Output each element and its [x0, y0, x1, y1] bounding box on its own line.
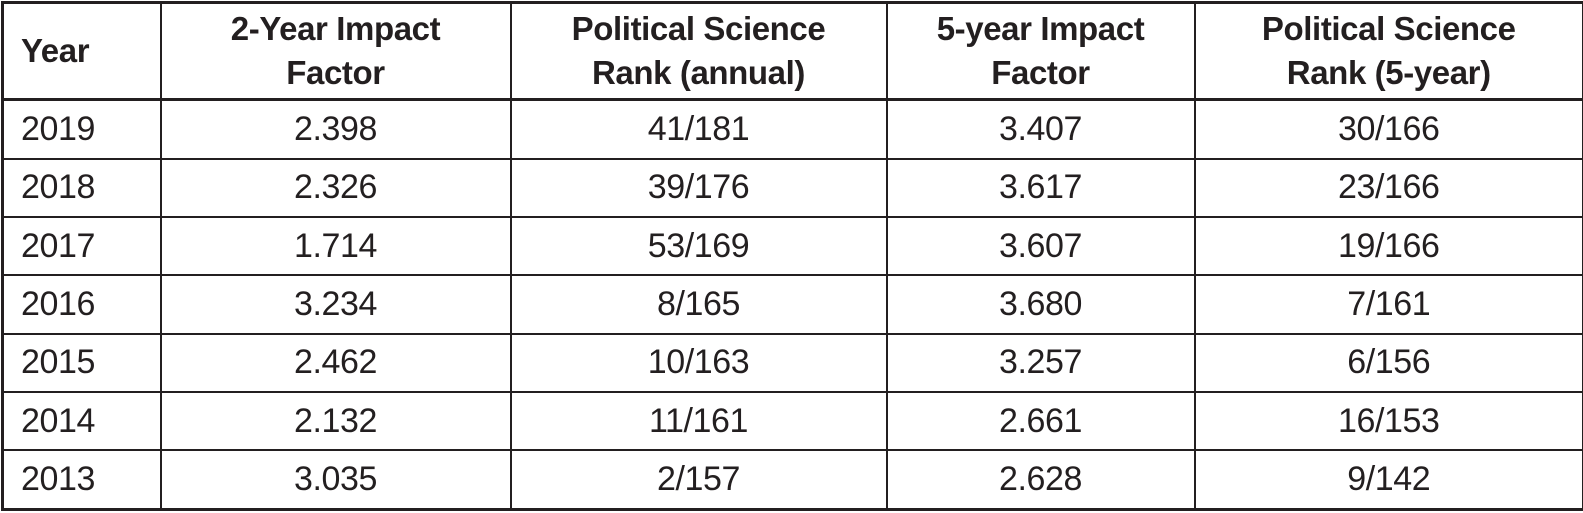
header-2year-impact-factor: 2-Year Impact Factor — [161, 3, 511, 100]
table-header-row: Year 2-Year Impact Factor Political Scie… — [3, 3, 1583, 100]
cell-rank-annual: 10/163 — [511, 334, 887, 392]
cell-2year-if: 1.714 — [161, 217, 511, 275]
cell-rank-5year: 16/153 — [1195, 392, 1583, 450]
cell-year: 2017 — [3, 217, 161, 275]
header-5year-impact-factor: 5-year Impact Factor — [887, 3, 1195, 100]
table-row: 2019 2.398 41/181 3.407 30/166 — [3, 100, 1583, 159]
cell-rank-5year: 23/166 — [1195, 159, 1583, 217]
header-political-science-rank-annual: Political Science Rank (annual) — [511, 3, 887, 100]
table-row: 2016 3.234 8/165 3.680 7/161 — [3, 275, 1583, 333]
cell-year: 2019 — [3, 100, 161, 159]
cell-rank-5year: 9/142 — [1195, 450, 1583, 509]
cell-year: 2014 — [3, 392, 161, 450]
cell-2year-if: 2.398 — [161, 100, 511, 159]
header-political-science-rank-5year: Political Science Rank (5-year) — [1195, 3, 1583, 100]
cell-5year-if: 3.407 — [887, 100, 1195, 159]
table-row: 2015 2.462 10/163 3.257 6/156 — [3, 334, 1583, 392]
cell-rank-annual: 41/181 — [511, 100, 887, 159]
cell-rank-annual: 53/169 — [511, 217, 887, 275]
cell-5year-if: 3.257 — [887, 334, 1195, 392]
cell-2year-if: 3.234 — [161, 275, 511, 333]
cell-5year-if: 2.628 — [887, 450, 1195, 509]
cell-year: 2018 — [3, 159, 161, 217]
cell-rank-5year: 6/156 — [1195, 334, 1583, 392]
cell-2year-if: 2.132 — [161, 392, 511, 450]
cell-year: 2013 — [3, 450, 161, 509]
cell-rank-annual: 39/176 — [511, 159, 887, 217]
table-row: 2013 3.035 2/157 2.628 9/142 — [3, 450, 1583, 509]
cell-2year-if: 2.326 — [161, 159, 511, 217]
header-year: Year — [3, 3, 161, 100]
cell-rank-annual: 11/161 — [511, 392, 887, 450]
table-row: 2017 1.714 53/169 3.607 19/166 — [3, 217, 1583, 275]
cell-2year-if: 2.462 — [161, 334, 511, 392]
cell-5year-if: 3.680 — [887, 275, 1195, 333]
cell-5year-if: 3.617 — [887, 159, 1195, 217]
cell-rank-5year: 19/166 — [1195, 217, 1583, 275]
table-row: 2018 2.326 39/176 3.617 23/166 — [3, 159, 1583, 217]
cell-rank-annual: 2/157 — [511, 450, 887, 509]
cell-year: 2016 — [3, 275, 161, 333]
cell-rank-5year: 30/166 — [1195, 100, 1583, 159]
cell-5year-if: 2.661 — [887, 392, 1195, 450]
table-row: 2014 2.132 11/161 2.661 16/153 — [3, 392, 1583, 450]
cell-5year-if: 3.607 — [887, 217, 1195, 275]
cell-2year-if: 3.035 — [161, 450, 511, 509]
cell-rank-5year: 7/161 — [1195, 275, 1583, 333]
cell-rank-annual: 8/165 — [511, 275, 887, 333]
cell-year: 2015 — [3, 334, 161, 392]
